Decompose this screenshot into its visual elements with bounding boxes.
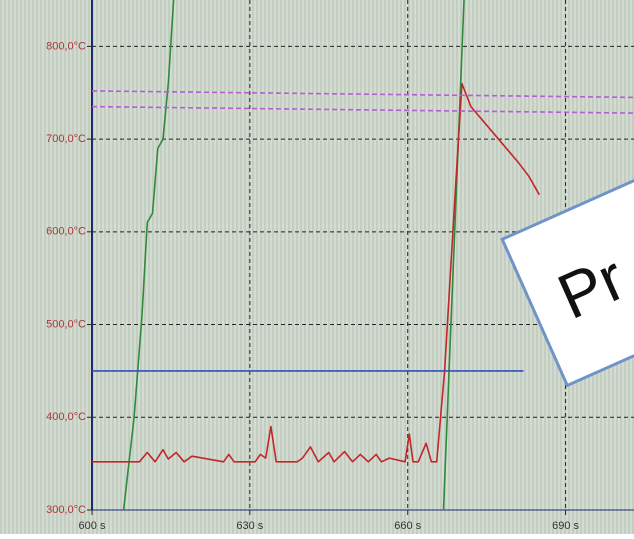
y-tick-label: 400,0°C [46, 411, 86, 423]
x-tick-label: 660 s [394, 520, 421, 532]
y-tick-label: 700,0°C [46, 133, 86, 145]
y-tick-label: 800,0°C [46, 40, 86, 52]
y-tick-label: 300,0°C [46, 504, 86, 516]
y-tick-label: 600,0°C [46, 226, 86, 238]
chart: 300,0°C 400,0°C 500,0°C 600,0°C 700,0°C 800,0… [0, 0, 634, 534]
y-tick-label: 500,0°C [46, 318, 86, 330]
x-tick-label: 630 s [236, 520, 263, 532]
x-tick-label: 600 s [79, 520, 106, 532]
x-tick-label: 690 s [552, 520, 579, 532]
page: 300,0°C 400,0°C 500,0°C 600,0°C 700,0°C 800,0… [0, 0, 634, 534]
